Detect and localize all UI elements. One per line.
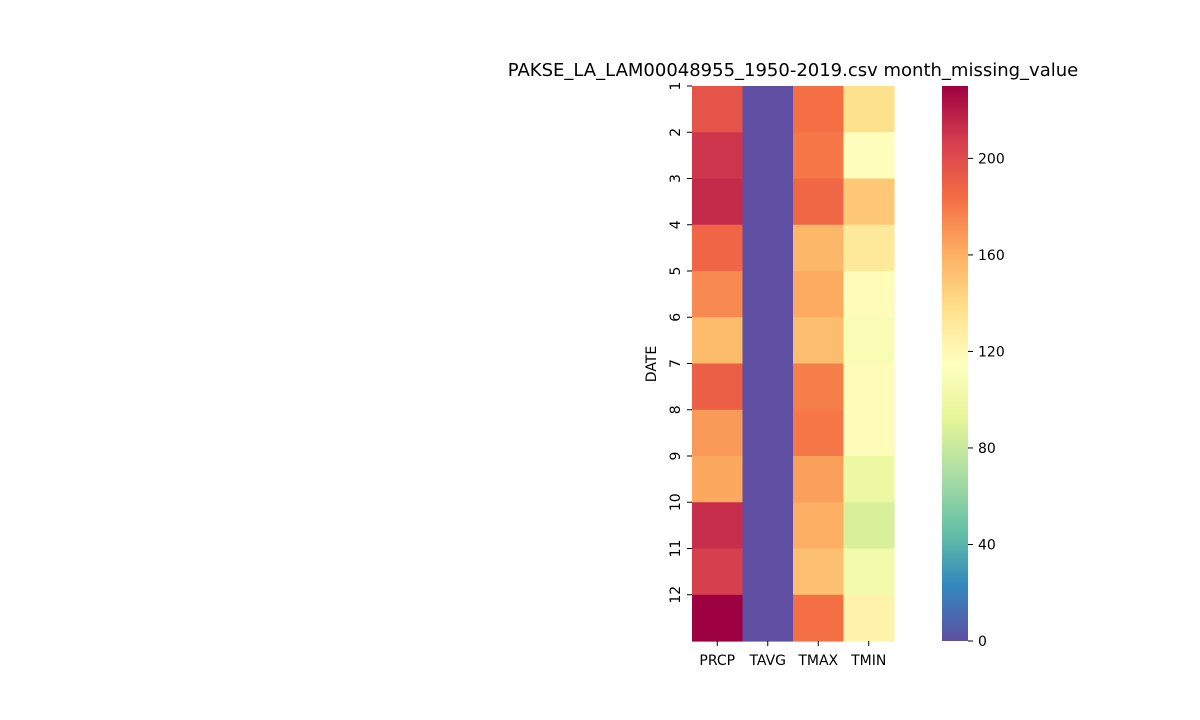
heatmap-cell xyxy=(843,224,895,272)
heatmap-cell xyxy=(742,456,794,503)
colorbar-tick-label: 120 xyxy=(978,344,1005,360)
column-tick-label: TMIN xyxy=(850,653,886,669)
heatmap-cell xyxy=(742,409,794,457)
heatmap-cell xyxy=(793,132,845,180)
heatmap-cell xyxy=(793,86,845,133)
row-tick-label: 7 xyxy=(668,359,684,368)
row-tick-label: 2 xyxy=(668,128,684,137)
heatmap-cell xyxy=(843,178,895,226)
heatmap-cell xyxy=(742,594,794,642)
colorbar-tick-label: 200 xyxy=(978,151,1005,167)
heatmap-cell xyxy=(843,456,895,503)
row-tick-label: 9 xyxy=(668,452,684,461)
colorbar-tick-label: 80 xyxy=(978,441,996,457)
heatmap-cell xyxy=(742,363,794,411)
heatmap-cell xyxy=(742,132,794,180)
colorbar-ticks: 0 40 80 120 160 200 xyxy=(968,151,1005,650)
heatmap-cell xyxy=(692,317,744,365)
heatmap-cell xyxy=(742,502,794,550)
heatmap-cell xyxy=(692,502,744,550)
row-tick-label: 11 xyxy=(668,540,684,558)
heatmap-cell xyxy=(793,456,845,503)
heatmap-cell xyxy=(793,594,845,642)
colorbar-tick-label: 160 xyxy=(978,248,1005,264)
heatmap-cell xyxy=(692,456,744,503)
row-tick-label: 8 xyxy=(668,405,684,414)
heatmap-cell xyxy=(742,317,794,365)
heatmap-cell xyxy=(692,271,744,318)
heatmap-cell xyxy=(793,178,845,226)
heatmap-cell xyxy=(843,271,895,318)
column-tick-label: PRCP xyxy=(699,653,735,669)
row-tick-label: 5 xyxy=(668,267,684,276)
heatmap-cells xyxy=(692,86,895,642)
heatmap-cell xyxy=(692,224,744,272)
row-tick-label: 4 xyxy=(668,220,684,229)
heatmap-cell xyxy=(692,548,744,596)
colorbar-tick-label: 0 xyxy=(978,634,987,650)
heatmap-cell xyxy=(692,132,744,180)
heatmap-cell xyxy=(742,548,794,596)
row-tick-label: 1 xyxy=(668,82,684,91)
colorbar xyxy=(942,86,968,641)
heatmap-cell xyxy=(793,224,845,272)
heatmap-cell xyxy=(692,409,744,457)
heatmap-cell xyxy=(793,271,845,318)
chart-title: PAKSE_LA_LAM00048955_1950-2019.csv month… xyxy=(508,60,1078,81)
heatmap-cell xyxy=(742,178,794,226)
y-axis-label: DATE xyxy=(644,346,660,382)
heatmap-cell xyxy=(742,86,794,133)
heatmap-cell xyxy=(843,548,895,596)
heatmap-cell xyxy=(793,502,845,550)
heatmap-cell xyxy=(793,548,845,596)
heatmap-cell xyxy=(692,178,744,226)
heatmap-cell xyxy=(843,594,895,642)
heatmap-cell xyxy=(843,363,895,411)
column-tick-labels: PRCP TAVG TMAX TMIN xyxy=(699,641,886,669)
heatmap-cell xyxy=(843,86,895,133)
row-tick-label: 12 xyxy=(668,586,684,604)
row-tick-label: 10 xyxy=(668,493,684,511)
row-tick-label: 6 xyxy=(668,313,684,322)
heatmap-cell xyxy=(843,502,895,550)
heatmap-cell xyxy=(742,224,794,272)
heatmap-cell xyxy=(843,132,895,180)
heatmap-cell xyxy=(843,317,895,365)
heatmap-cell xyxy=(692,86,744,133)
row-tick-label: 3 xyxy=(668,174,684,183)
heatmap-cell xyxy=(793,409,845,457)
heatmap-cell xyxy=(742,271,794,318)
heatmap-cell xyxy=(793,363,845,411)
column-tick-label: TAVG xyxy=(748,653,786,669)
heatmap-cell xyxy=(692,363,744,411)
column-tick-label: TMAX xyxy=(797,653,838,669)
heatmap-cell xyxy=(692,594,744,642)
heatmap-cell xyxy=(793,317,845,365)
heatmap-cell xyxy=(843,409,895,457)
colorbar-tick-label: 40 xyxy=(978,537,996,553)
